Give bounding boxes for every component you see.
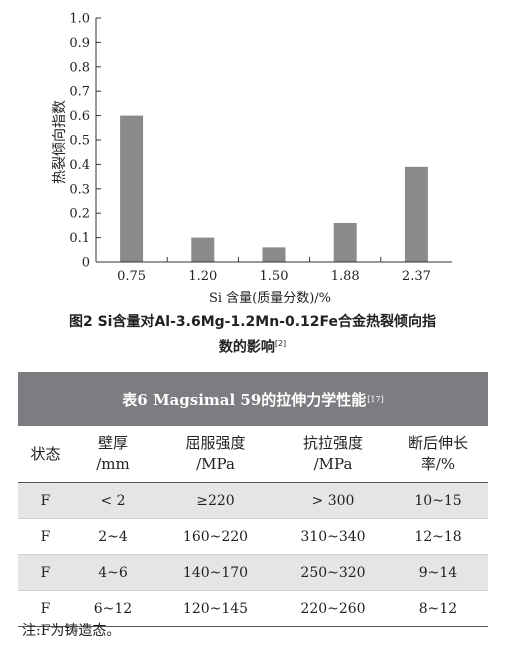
- figure-caption-ref: [2]: [274, 339, 287, 348]
- header-row: 状态 壁厚/mm 屈服强度/MPa 抗拉强度/MPa 断后伸长 率/%: [18, 426, 488, 483]
- x-tick-label: 0.75: [117, 269, 146, 284]
- table-title-bar: 表6 Magsimal 59的拉伸力学性能 [17]: [18, 372, 488, 426]
- y-tick-label: 0.1: [69, 231, 90, 246]
- figure-caption: 图2 Si含量对Al-3.6Mg-1.2Mn-0.12Fe合金热裂倾向指 数的影…: [0, 312, 505, 359]
- bar: [120, 115, 144, 262]
- cell-elongation: 12~18: [388, 518, 488, 555]
- cell-state: F: [18, 482, 73, 519]
- table-row: F 4~6 140~170 250~320 9~14: [18, 554, 488, 591]
- x-tick-label: 1.88: [331, 269, 360, 284]
- cell-yield: 120~145: [153, 590, 278, 627]
- cell-elongation: 8~12: [388, 590, 488, 627]
- header-elongation: 断后伸长 率/%: [388, 426, 488, 483]
- x-tick-label: 1.50: [260, 269, 289, 284]
- bar: [333, 222, 357, 262]
- cell-state: F: [18, 518, 73, 555]
- cell-yield: 140~170: [153, 554, 278, 591]
- header-tensile-strength: 抗拉强度/MPa: [278, 426, 388, 483]
- x-tick-label: 1.20: [188, 269, 217, 284]
- bar: [404, 166, 428, 262]
- y-tick-label: 0: [82, 256, 90, 271]
- y-tick-label: 0.4: [69, 158, 90, 173]
- cell-yield: 160~220: [153, 518, 278, 555]
- figure-caption-line2: 数的影响: [218, 339, 275, 356]
- table-note: 注:F为铸造态。: [22, 623, 121, 639]
- cell-state: F: [18, 554, 73, 591]
- bar: [262, 247, 286, 262]
- header-state: 状态: [18, 426, 73, 483]
- bar-chart: 0 0.1 0.2 0.3 0.4 0.5 0.6 0.7 0.8 0.9 1.0 0.75 1.20 1…: [52, 12, 452, 306]
- cell-elongation: 9~14: [388, 554, 488, 591]
- y-tick-label: 0.6: [69, 109, 90, 124]
- header-yield-strength: 屈服强度/MPa: [153, 426, 278, 483]
- y-tick-label: 0.3: [69, 182, 90, 197]
- y-tick-label: 0.9: [69, 36, 90, 51]
- cell-elongation: 10~15: [388, 482, 488, 519]
- properties-table: 表6 Magsimal 59的拉伸力学性能 [17] 状态 壁厚/mm 屈服强度 /…: [18, 372, 488, 627]
- cell-tensile: 250~320: [278, 554, 388, 591]
- cell-tensile: 310~340: [278, 518, 388, 555]
- x-axis-label: Si 含量(质量分数)/%: [209, 290, 331, 306]
- header-wall-thickness: 壁厚/mm: [73, 426, 153, 483]
- data-table: 状态 壁厚/mm 屈服强度/MPa 抗拉强度/MPa 断后伸长 率/% F < 2…: [18, 426, 488, 627]
- table-title-ref: [17]: [367, 394, 384, 404]
- bar: [191, 237, 215, 262]
- y-tick-label: 1.0: [69, 12, 90, 27]
- y-tick-label: 0.7: [69, 85, 90, 100]
- x-tick-label: 2.37: [402, 269, 431, 284]
- table-row: F 2~4 160~220 310~340 12~18: [18, 518, 488, 555]
- cell-tensile: 220~260: [278, 590, 388, 627]
- table-row: F 6~12 120~145 220~260 8~12: [18, 590, 488, 627]
- cell-yield: ≥220: [153, 482, 278, 519]
- table-title: 表6 Magsimal 59的拉伸力学性能: [122, 390, 367, 409]
- cell-thickness: 2~4: [73, 518, 153, 555]
- cell-tensile: > 300: [278, 482, 388, 519]
- y-tick-label: 0.8: [69, 60, 90, 75]
- y-tick-label: 0.2: [69, 207, 90, 222]
- cell-thickness: 4~6: [73, 554, 153, 591]
- cell-thickness: 6~12: [73, 590, 153, 627]
- table-row: F < 2 ≥220 > 300 10~15: [18, 482, 488, 519]
- y-tick-label: 0.5: [69, 134, 90, 149]
- y-axis-label: 热裂倾向指数: [52, 100, 68, 184]
- cell-thickness: < 2: [73, 482, 153, 519]
- cell-state: F: [18, 590, 73, 627]
- figure-caption-line1: 图2 Si含量对Al-3.6Mg-1.2Mn-0.12Fe合金热裂倾向指: [68, 314, 437, 330]
